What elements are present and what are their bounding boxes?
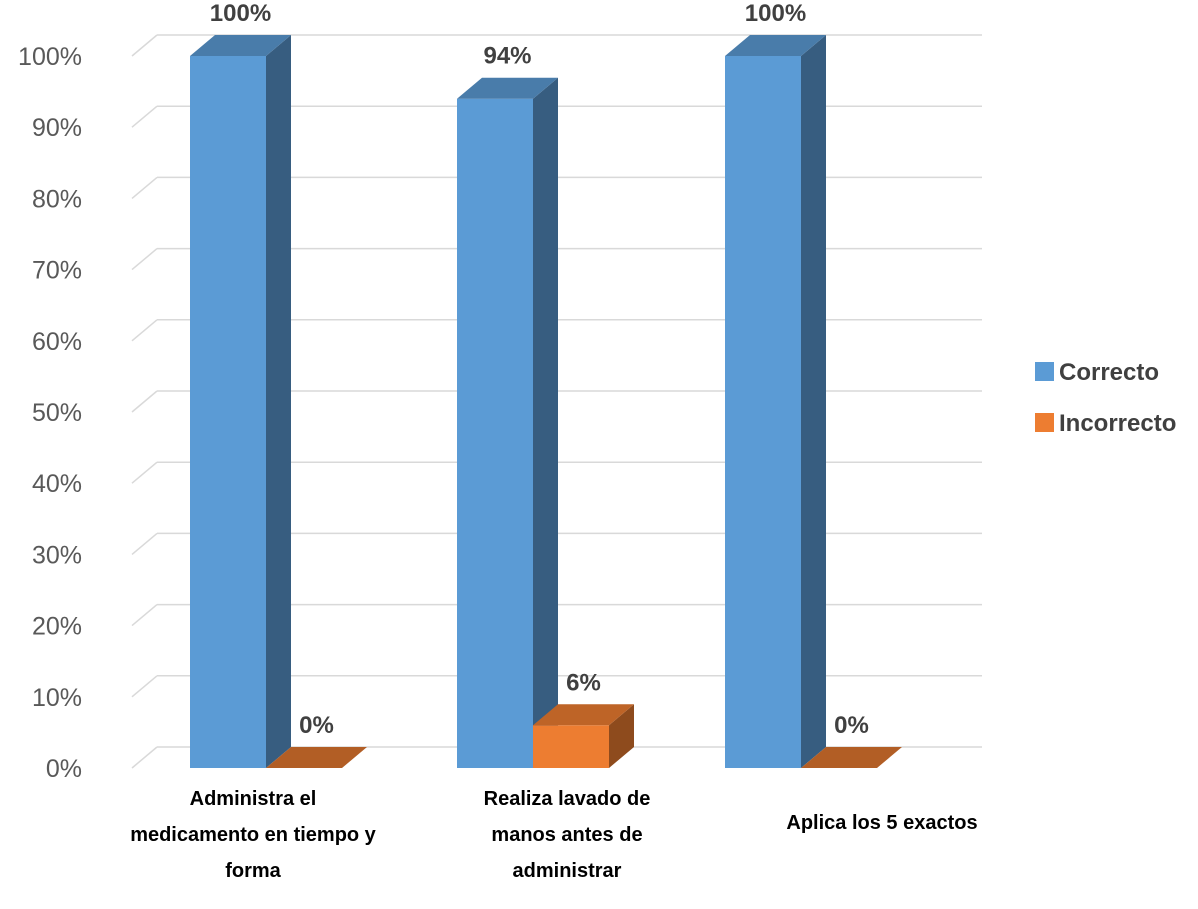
- bar-top-face: [190, 35, 291, 56]
- bar-top-face: [725, 35, 826, 56]
- bar: [457, 98, 533, 769]
- gridline-side: [131, 675, 158, 698]
- y-tick-label: 30%: [32, 541, 82, 569]
- y-tick-label: 0%: [46, 755, 82, 783]
- data-label: 6%: [566, 669, 601, 696]
- category-label: Administra el: [190, 788, 317, 810]
- y-tick-label: 60%: [32, 328, 82, 356]
- y-tick-label: 10%: [32, 684, 82, 712]
- bar-top-face: [457, 77, 558, 99]
- y-tick-label: 100%: [18, 43, 82, 71]
- category-label: administrar: [513, 860, 622, 882]
- category-label: forma: [225, 860, 281, 882]
- data-labels: 100% 0% 94% 6% 100% 0%: [210, 0, 869, 739]
- gridlines: [131, 34, 982, 769]
- legend: Correcto Incorrecto: [1035, 359, 1176, 437]
- bar-side-face: [266, 35, 291, 768]
- category-label: manos antes de: [491, 824, 642, 846]
- bar-side-face: [533, 77, 558, 769]
- data-label: 100%: [210, 0, 271, 27]
- y-tick-label: 80%: [32, 185, 82, 213]
- bar-side-face: [609, 704, 634, 768]
- category-labels: Administra el medicamento en tiempo y form…: [130, 788, 977, 882]
- gridline-side: [131, 746, 158, 769]
- gridline-side: [131, 390, 158, 413]
- bar: [725, 56, 801, 768]
- bars: [190, 35, 902, 769]
- legend-swatch: [1035, 362, 1054, 381]
- y-tick-label: 40%: [32, 470, 82, 498]
- gridline-side: [131, 176, 158, 199]
- bar: [533, 725, 609, 768]
- bar-top-face: [801, 747, 902, 768]
- bar-side-face: [801, 35, 826, 768]
- data-label: 100%: [745, 0, 806, 27]
- bar-top-face: [266, 747, 367, 768]
- y-tick-label: 90%: [32, 114, 82, 142]
- y-axis-tick-labels: 0% 10% 20% 30% 40% 50% 60% 70% 80% 90% 100%: [18, 43, 82, 783]
- y-tick-label: 20%: [32, 613, 82, 641]
- category-label: medicamento en tiempo y: [130, 824, 376, 846]
- gridline-side: [131, 461, 158, 484]
- gridline-side: [131, 319, 158, 342]
- y-tick-label: 50%: [32, 399, 82, 427]
- gridline-side: [131, 34, 158, 57]
- y-tick-label: 70%: [32, 257, 82, 285]
- gridline-side: [131, 105, 158, 128]
- data-label: 0%: [299, 712, 334, 739]
- gridline-side: [131, 532, 158, 555]
- legend-label: Incorrecto: [1059, 410, 1176, 437]
- legend-swatch: [1035, 413, 1054, 432]
- category-label: Realiza lavado de: [484, 788, 651, 810]
- gridline-side: [131, 248, 158, 271]
- gridline-side: [131, 604, 158, 627]
- data-label: 0%: [834, 712, 869, 739]
- category-label: Aplica los 5 exactos: [786, 812, 977, 834]
- data-label: 94%: [483, 43, 531, 70]
- bar: [190, 56, 266, 768]
- legend-label: Correcto: [1059, 359, 1159, 386]
- bar-top-face: [533, 704, 634, 726]
